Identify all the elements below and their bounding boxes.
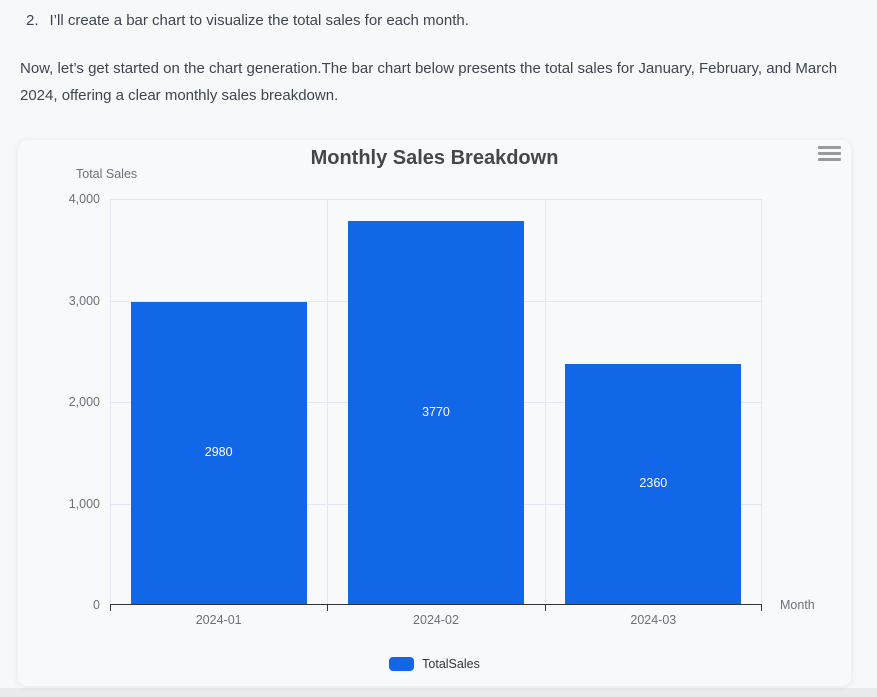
bar-value-label: 3770 xyxy=(422,404,450,419)
bar-2024-02[interactable]: 3770 xyxy=(347,221,524,604)
y-tick-label: 1,000 xyxy=(68,496,100,511)
y-tick-label: 2,000 xyxy=(68,395,100,409)
hamburger-bar xyxy=(818,152,841,155)
legend-item-totalsales[interactable]: TotalSales xyxy=(18,657,851,671)
x-axis-tick xyxy=(110,605,111,611)
bar-value-label: 2980 xyxy=(204,444,233,459)
y-tick-label: 3,000 xyxy=(68,293,100,308)
y-tick-label: 0 xyxy=(93,598,100,612)
bar-value-label: 2360 xyxy=(639,476,668,491)
x-axis-tick xyxy=(327,605,328,611)
x-axis-tick xyxy=(545,605,546,611)
plot-area: 2980 3770 2360 xyxy=(110,199,762,611)
x-category-label: 2024-01 xyxy=(195,613,242,627)
hamburger-bar xyxy=(818,146,841,149)
hamburger-menu-icon[interactable] xyxy=(818,146,841,161)
v-gridline xyxy=(545,199,546,604)
numbered-list-item: 2. I’ll create a bar chart to visualize … xyxy=(20,10,857,32)
chart-card: Monthly Sales Breakdown Total Sales 0 1,0… xyxy=(18,140,851,686)
legend-swatch xyxy=(389,657,415,671)
y-axis-title: Total Sales xyxy=(76,167,138,181)
x-category-label: 2024-03 xyxy=(630,613,677,627)
chart-title: Monthly Sales Breakdown xyxy=(310,147,559,169)
intro-paragraph: Now, let’s get started on the chart gene… xyxy=(20,60,838,104)
x-axis-category-labels: 2024-01 2024-02 2024-03 xyxy=(110,613,762,631)
v-gridline xyxy=(761,199,762,604)
v-gridline xyxy=(327,199,328,604)
list-item-text: I’ll create a bar chart to visualize the… xyxy=(49,12,469,29)
bar-2024-03[interactable]: 2360 xyxy=(565,364,742,604)
legend-label: TotalSales xyxy=(422,657,480,671)
y-axis-tick-labels: 0 1,000 2,000 3,000 4,000 xyxy=(18,192,100,612)
x-category-label: 2024-02 xyxy=(413,613,459,627)
v-gridline xyxy=(110,199,111,604)
x-axis-tick xyxy=(761,605,762,611)
list-item-number: 2. xyxy=(26,12,39,29)
h-gridline xyxy=(110,199,762,200)
bar-2024-01[interactable]: 2980 xyxy=(130,301,307,604)
x-axis-title: Month xyxy=(780,598,815,612)
hamburger-bar xyxy=(818,158,841,161)
assistant-message: 2. I’ll create a bar chart to visualize … xyxy=(0,0,877,109)
y-tick-label: 4,000 xyxy=(68,192,100,206)
